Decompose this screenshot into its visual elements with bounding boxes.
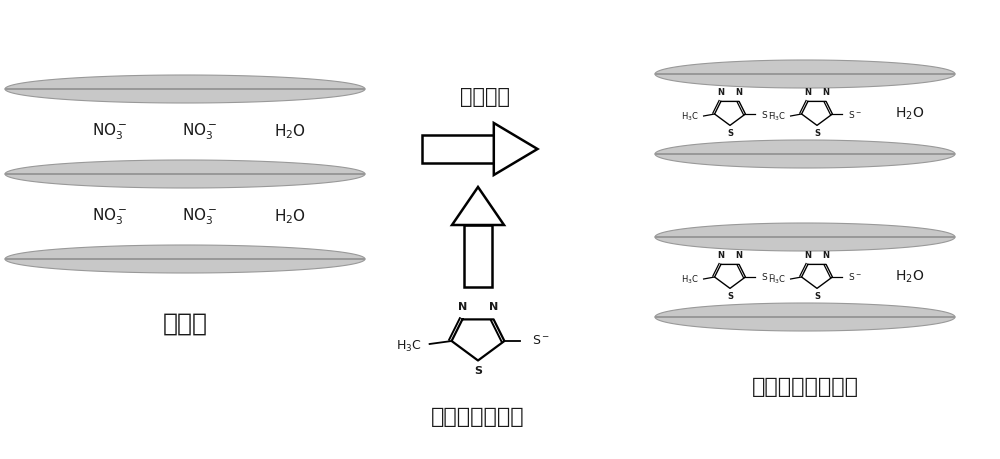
Text: N: N bbox=[489, 302, 498, 313]
Text: 水滑石: 水滑石 bbox=[162, 312, 208, 336]
Text: $\mathregular{H_3C}$: $\mathregular{H_3C}$ bbox=[681, 111, 699, 123]
Text: N: N bbox=[458, 302, 467, 313]
Text: S: S bbox=[814, 292, 820, 302]
Text: $\mathregular{H_3C}$: $\mathregular{H_3C}$ bbox=[768, 111, 786, 123]
Text: $\mathregular{NO_3^-}$: $\mathregular{NO_3^-}$ bbox=[92, 122, 128, 142]
Text: S: S bbox=[474, 366, 482, 376]
Polygon shape bbox=[5, 245, 365, 273]
Polygon shape bbox=[5, 160, 365, 188]
Text: 水滑石插层阵锈剑: 水滑石插层阵锈剑 bbox=[752, 377, 859, 397]
Text: N: N bbox=[717, 252, 724, 260]
Text: $\mathregular{H_2O}$: $\mathregular{H_2O}$ bbox=[274, 207, 306, 226]
Text: $\mathregular{S^-}$: $\mathregular{S^-}$ bbox=[848, 108, 862, 119]
Text: N: N bbox=[804, 89, 811, 97]
Text: S: S bbox=[727, 292, 733, 302]
Text: $\mathregular{H_3C}$: $\mathregular{H_3C}$ bbox=[681, 274, 699, 286]
Text: S: S bbox=[727, 129, 733, 138]
Text: $\mathregular{S^-}$: $\mathregular{S^-}$ bbox=[532, 335, 551, 347]
Text: S: S bbox=[814, 129, 820, 138]
Text: 去质子化阵锈剑: 去质子化阵锈剑 bbox=[431, 407, 525, 427]
Text: N: N bbox=[804, 252, 811, 260]
Text: $\mathregular{NO_3^-}$: $\mathregular{NO_3^-}$ bbox=[182, 122, 218, 142]
Polygon shape bbox=[452, 187, 504, 225]
Text: $\mathregular{H_2O}$: $\mathregular{H_2O}$ bbox=[895, 106, 925, 122]
Text: N: N bbox=[717, 89, 724, 97]
Text: $\mathregular{S^-}$: $\mathregular{S^-}$ bbox=[761, 108, 775, 119]
Text: N: N bbox=[736, 89, 743, 97]
Text: N: N bbox=[736, 252, 743, 260]
Polygon shape bbox=[655, 303, 955, 331]
Text: N: N bbox=[823, 89, 830, 97]
Text: $\mathregular{NO_3^-}$: $\mathregular{NO_3^-}$ bbox=[92, 207, 128, 227]
Bar bbox=[422, 135, 494, 162]
Text: $\mathregular{H_2O}$: $\mathregular{H_2O}$ bbox=[274, 123, 306, 141]
Polygon shape bbox=[655, 140, 955, 168]
Text: $\mathregular{NO_3^-}$: $\mathregular{NO_3^-}$ bbox=[182, 207, 218, 227]
Text: $\mathregular{S^-}$: $\mathregular{S^-}$ bbox=[761, 272, 775, 282]
Polygon shape bbox=[494, 123, 538, 175]
Polygon shape bbox=[655, 223, 955, 251]
Text: $\mathregular{H_2O}$: $\mathregular{H_2O}$ bbox=[895, 269, 925, 285]
Polygon shape bbox=[655, 60, 955, 88]
Text: N: N bbox=[823, 252, 830, 260]
Text: $\mathregular{H_3C}$: $\mathregular{H_3C}$ bbox=[396, 338, 422, 353]
Text: $\mathregular{S^-}$: $\mathregular{S^-}$ bbox=[848, 272, 862, 282]
Text: 离子交换: 离子交换 bbox=[460, 87, 510, 107]
Polygon shape bbox=[5, 75, 365, 103]
Bar bbox=[464, 225, 492, 287]
Text: $\mathregular{H_3C}$: $\mathregular{H_3C}$ bbox=[768, 274, 786, 286]
